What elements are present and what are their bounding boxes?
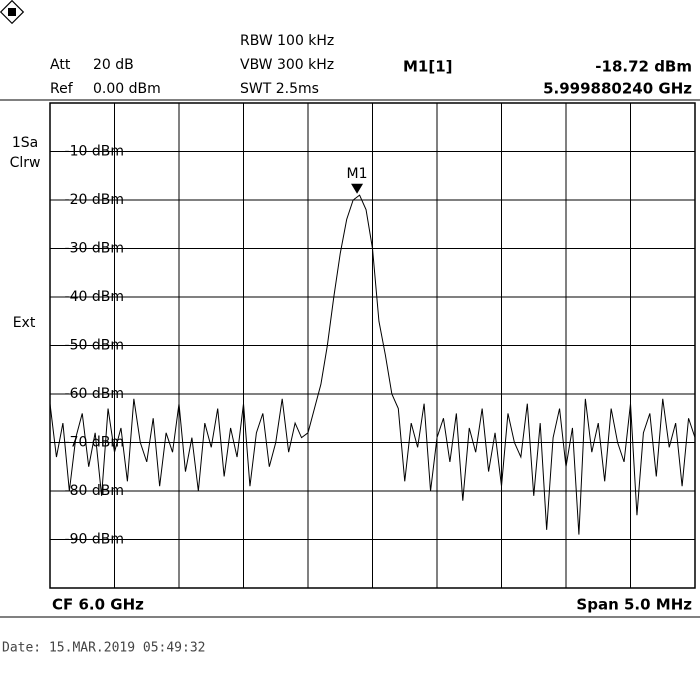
rbw: RBW 100 kHz [240,33,334,49]
trace-mode: Clrw [10,155,41,171]
att: 20 dB [93,57,134,73]
ref: 0.00 dBm [93,81,161,97]
swt: SWT 2.5ms [240,81,319,97]
y-tick-label: -70 dBm [65,435,124,451]
ref-label: Ref [50,81,74,97]
y-tick-label: -60 dBm [65,386,124,402]
trace [49,194,696,535]
marker-level: -18.72 dBm [595,58,692,76]
footer-bar [0,588,700,616]
plot-area: -10 dBm -20 dBm -30 dBm -40 dBm -50 dBm -60 d… [49,102,696,589]
y-tick-label: -50 dBm [65,338,124,354]
marker-label: M1 [347,166,368,182]
y-tick-label: -90 dBm [65,532,124,548]
marker-readout: M1[1] [403,58,453,76]
y-tick-label: -20 dBm [65,192,124,208]
marker-frequency: 5.999880240 GHz [543,80,692,98]
y-tick-label: -10 dBm [65,144,124,160]
logo [0,0,25,25]
marker [351,183,364,194]
att-label: Att [50,57,71,73]
span: Span 5.0 MHz [576,596,692,614]
y-tick-label: -40 dBm [65,289,124,305]
date: Date: 15.MAR.2019 05:49:32 [2,641,206,656]
trigger: Ext [13,315,36,331]
vbw: VBW 300 kHz [240,57,334,73]
center-frequency: CF 6.0 GHz [52,596,144,614]
y-tick-label: -80 dBm [65,483,124,499]
y-tick-label: -30 dBm [65,241,124,257]
sample-mode: 1Sa [12,135,38,151]
